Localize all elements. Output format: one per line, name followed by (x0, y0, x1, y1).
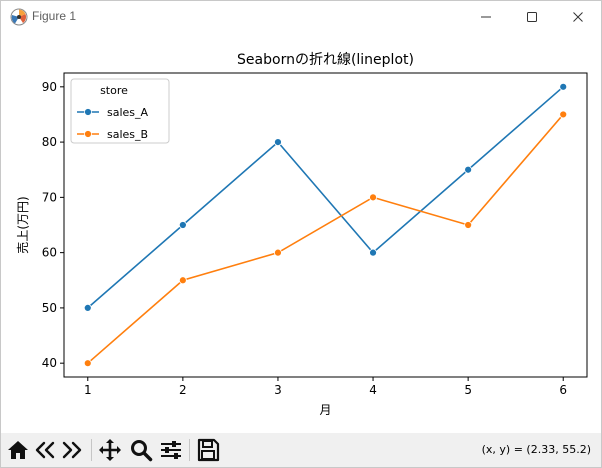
series-line-sales_A (87, 86, 564, 309)
data-point-sales_A (369, 248, 377, 257)
y-tick-label: 60 (42, 246, 57, 260)
save-disk-icon[interactable] (196, 438, 220, 462)
series-line-sales_B (87, 113, 564, 364)
navigation-toolbar: (x, y) = (2.33, 55.2) (1, 433, 601, 467)
minimize-icon (481, 16, 491, 18)
y-tick-label: 90 (42, 80, 57, 94)
data-point-sales_B (559, 110, 568, 119)
close-button[interactable] (555, 1, 601, 33)
home-icon[interactable] (6, 438, 30, 462)
legend-label-sales_A: sales_A (107, 106, 149, 119)
legend-box (70, 78, 170, 144)
cursor-coordinates: (x, y) = (2.33, 55.2) (481, 443, 591, 456)
toolbar-separator (189, 439, 190, 461)
forward-arrow-icon[interactable] (60, 438, 84, 462)
data-point-sales_A (274, 138, 282, 146)
window-title: Figure 1 (32, 9, 77, 23)
y-tick-label: 70 (42, 190, 57, 204)
chart-title: Seabornの折れ線(lineplot) (237, 52, 414, 68)
close-icon (573, 12, 583, 22)
y-tick-label: 40 (42, 356, 57, 370)
x-tick-label: 1 (84, 383, 92, 397)
data-point-sales_B (83, 359, 92, 368)
title-bar[interactable]: Figure 1 (1, 1, 601, 33)
data-point-sales_A (464, 165, 473, 174)
axes-frame (63, 72, 588, 378)
back-arrow-icon[interactable] (33, 438, 57, 462)
data-point-sales_B (369, 193, 377, 202)
data-point-sales_A (83, 304, 92, 312)
x-tick-label: 6 (559, 383, 567, 397)
x-tick-label: 2 (179, 383, 187, 397)
legend-swatch-marker (84, 130, 92, 138)
x-tick-label: 5 (464, 383, 472, 397)
y-tick-label: 50 (42, 301, 57, 315)
toolbar-separator (91, 439, 92, 461)
legend-label-sales_B: sales_B (107, 128, 148, 141)
zoom-magnifier-icon[interactable] (129, 438, 153, 462)
x-tick-label: 4 (369, 383, 377, 397)
data-point-sales_A (178, 221, 187, 229)
matplotlib-app-icon (10, 8, 28, 26)
line-chart: Seabornの折れ線(lineplot) 1 2 3 4 5 6 40 50 60 70 80 90 月… (15, 52, 588, 417)
data-point-sales_B (464, 221, 473, 229)
data-point-sales_B (274, 248, 282, 257)
figure-canvas[interactable]: Seabornの折れ線(lineplot) 1 2 3 4 5 6 40 50 60 70 80 90 月… (1, 33, 601, 433)
y-tick-label: 80 (42, 135, 57, 149)
pan-move-icon[interactable] (98, 438, 122, 462)
y-axis-label: 売上(万円) (15, 196, 30, 253)
legend-title: store (100, 84, 128, 97)
maximize-button[interactable] (509, 1, 555, 33)
legend-swatch-marker (84, 108, 92, 116)
data-point-sales_A (559, 82, 568, 91)
x-axis-label: 月 (319, 403, 331, 417)
data-point-sales_B (178, 276, 187, 285)
minimize-button[interactable] (463, 1, 509, 33)
x-tick-label: 3 (274, 383, 282, 397)
maximize-icon (527, 12, 537, 22)
configure-subplots-icon[interactable] (159, 438, 183, 462)
